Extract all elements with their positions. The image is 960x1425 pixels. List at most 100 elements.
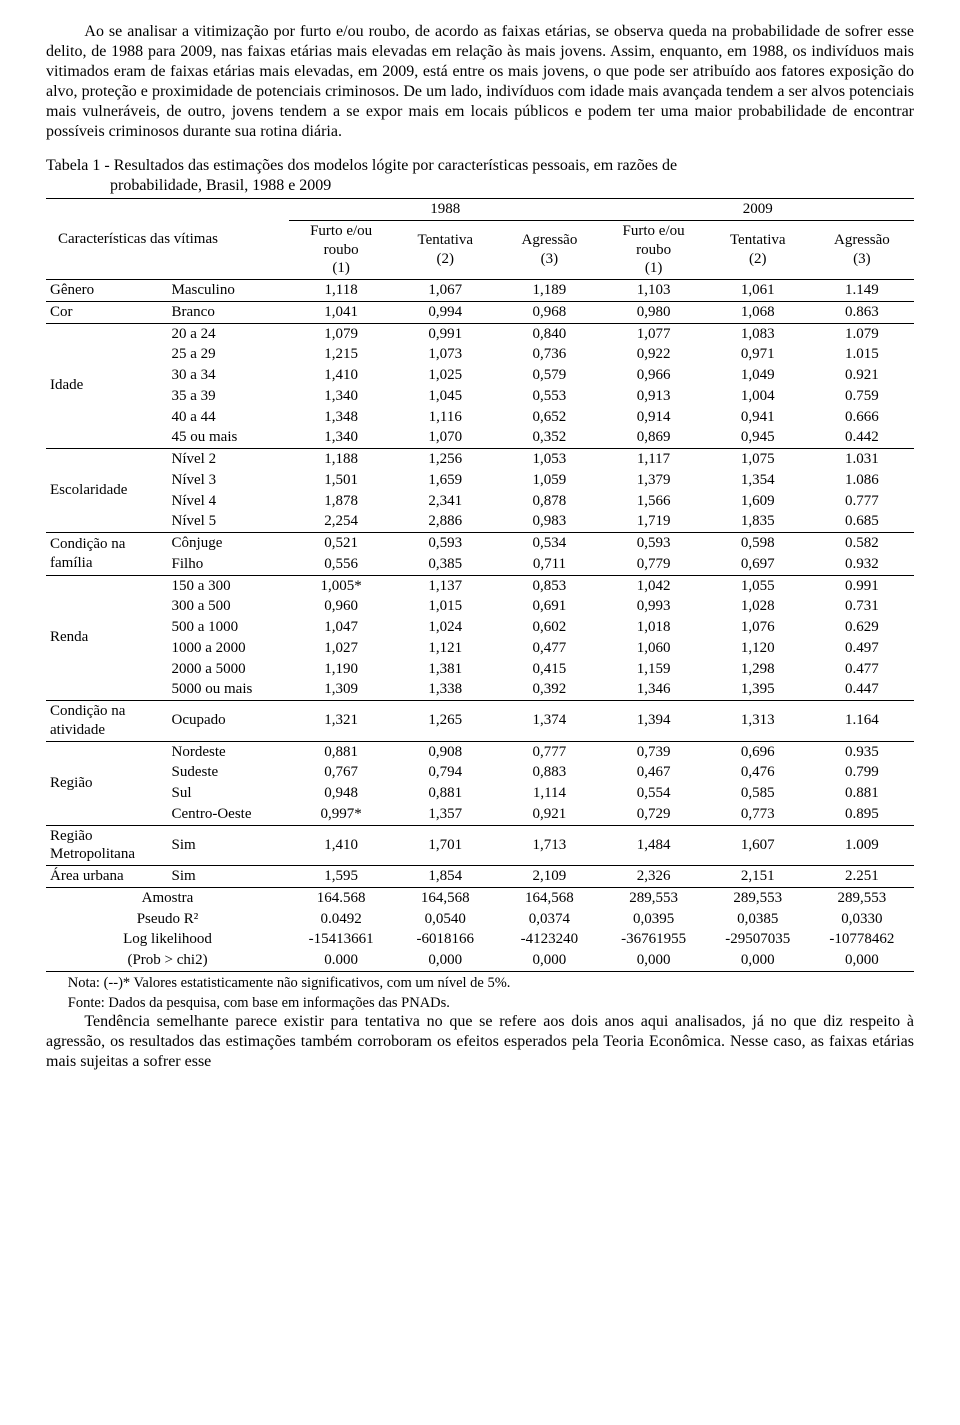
table-cell: 35 a 39	[168, 386, 290, 407]
table-cell: 289,553	[706, 887, 810, 908]
row-group-label: Cor	[46, 301, 168, 323]
table-cell: 1,313	[706, 701, 810, 742]
table-cell: 1,346	[602, 679, 706, 700]
table-cell: 1,256	[393, 449, 497, 470]
table-cell: 0,602	[497, 617, 601, 638]
table-title: Tabela 1 - Resultados das estimações dos…	[46, 156, 914, 196]
table-cell: 0.666	[810, 407, 914, 428]
table-cell: 1,114	[497, 783, 601, 804]
table-row: Área urbanaSim1,5951,8542,1092,3262,1512…	[46, 866, 914, 888]
table-cell: 0.991	[810, 575, 914, 596]
row-group-label: Escolaridade	[46, 449, 168, 533]
table-cell: 1,309	[289, 679, 393, 700]
table-cell: 1,067	[393, 280, 497, 302]
table-cell: 0.863	[810, 301, 914, 323]
table-cell: 0.447	[810, 679, 914, 700]
table-cell: 0,840	[497, 323, 601, 344]
table-cell: 1,298	[706, 659, 810, 680]
table-row: 25 a 291,2151,0730,7360,9220,9711.015	[46, 344, 914, 365]
table-row: Nível 41,8782,3410,8781,5661,6090.777	[46, 491, 914, 512]
table-cell: 1,188	[289, 449, 393, 470]
table-cell: 1,395	[706, 679, 810, 700]
table-cell: 1,055	[706, 575, 810, 596]
table-cell: 0,585	[706, 783, 810, 804]
table-cell: 2,326	[602, 866, 706, 888]
table-cell: 1,083	[706, 323, 810, 344]
table-cell: Masculino	[168, 280, 290, 302]
table-cell: 25 a 29	[168, 344, 290, 365]
table-cell: 1,265	[393, 701, 497, 742]
table-cell: 1,076	[706, 617, 810, 638]
table-cell: 40 a 44	[168, 407, 290, 428]
table-footer-row: Log likelihood-15413661-6018166-4123240-…	[46, 929, 914, 950]
table-cell: 5000 ou mais	[168, 679, 290, 700]
table-cell: 0,941	[706, 407, 810, 428]
table-cell: 0,385	[393, 554, 497, 575]
table-cell: 1,340	[289, 386, 393, 407]
table-cell: 0,477	[497, 638, 601, 659]
table-cell: 1,354	[706, 470, 810, 491]
table-cell: 0,794	[393, 762, 497, 783]
row-group-label: Condição na família	[46, 533, 168, 576]
footer-label: Pseudo R²	[46, 909, 289, 930]
table-cell: Nível 3	[168, 470, 290, 491]
table-note-source: Fonte: Dados da pesquisa, com base em in…	[46, 994, 914, 1012]
table-cell: 2,151	[706, 866, 810, 888]
table-cell: 1,348	[289, 407, 393, 428]
table-cell: 0,869	[602, 427, 706, 448]
table-cell: 1,079	[289, 323, 393, 344]
header-col-1988-3: Agressão(3)	[497, 220, 601, 279]
table-cell: 1,018	[602, 617, 706, 638]
table-cell: Centro-Oeste	[168, 804, 290, 825]
table-cell: 1,070	[393, 427, 497, 448]
table-cell: 1,059	[497, 470, 601, 491]
table-cell: 0,556	[289, 554, 393, 575]
table-row: Condição na famíliaCônjuge0,5210,5930,53…	[46, 533, 914, 554]
table-cell: 1,077	[602, 323, 706, 344]
table-cell: 0,593	[602, 533, 706, 554]
row-group-label: Área urbana	[46, 866, 168, 888]
table-cell: 500 a 1000	[168, 617, 290, 638]
header-year-1988: 1988	[289, 199, 601, 221]
table-row: 1000 a 20001,0271,1210,4771,0601,1200.49…	[46, 638, 914, 659]
table-cell: 0.497	[810, 638, 914, 659]
table-cell: -4123240	[497, 929, 601, 950]
table-cell: 0,0395	[602, 909, 706, 930]
table-cell: 0,554	[602, 783, 706, 804]
table-cell: 1.031	[810, 449, 914, 470]
table-cell: 0,878	[497, 491, 601, 512]
table-cell: 0,922	[602, 344, 706, 365]
table-row: 300 a 5000,9601,0150,6910,9931,0280.731	[46, 596, 914, 617]
table-row: Condição na atividadeOcupado1,3211,2651,…	[46, 701, 914, 742]
table-cell: 1,004	[706, 386, 810, 407]
table-cell: 0,777	[497, 741, 601, 762]
table-cell: 1,379	[602, 470, 706, 491]
table-cell: 164.568	[289, 887, 393, 908]
table-cell: 1,189	[497, 280, 601, 302]
table-cell: 0,921	[497, 804, 601, 825]
table-cell: 1,075	[706, 449, 810, 470]
results-table: Características das vítimas 1988 2009 Fu…	[46, 198, 914, 972]
table-cell: 0,579	[497, 365, 601, 386]
table-cell: 1,028	[706, 596, 810, 617]
table-row: 35 a 391,3401,0450,5530,9131,0040.759	[46, 386, 914, 407]
table-cell: 1,025	[393, 365, 497, 386]
table-cell: 289,553	[810, 887, 914, 908]
table-cell: 0.759	[810, 386, 914, 407]
table-cell: 2,341	[393, 491, 497, 512]
table-row: Sudeste0,7670,7940,8830,4670,4760.799	[46, 762, 914, 783]
table-cell: 20 a 24	[168, 323, 290, 344]
table-cell: 0,883	[497, 762, 601, 783]
table-cell: 0.685	[810, 511, 914, 532]
table-cell: 0,352	[497, 427, 601, 448]
table-cell: 1,321	[289, 701, 393, 742]
table-cell: 0,991	[393, 323, 497, 344]
table-cell: 164,568	[393, 887, 497, 908]
table-cell: 1.164	[810, 701, 914, 742]
table-cell: 1,068	[706, 301, 810, 323]
table-cell: 0,697	[706, 554, 810, 575]
table-cell: 2,109	[497, 866, 601, 888]
table-row: Nível 52,2542,8860,9831,7191,8350.685	[46, 511, 914, 532]
table-cell: 1,394	[602, 701, 706, 742]
table-cell: -29507035	[706, 929, 810, 950]
